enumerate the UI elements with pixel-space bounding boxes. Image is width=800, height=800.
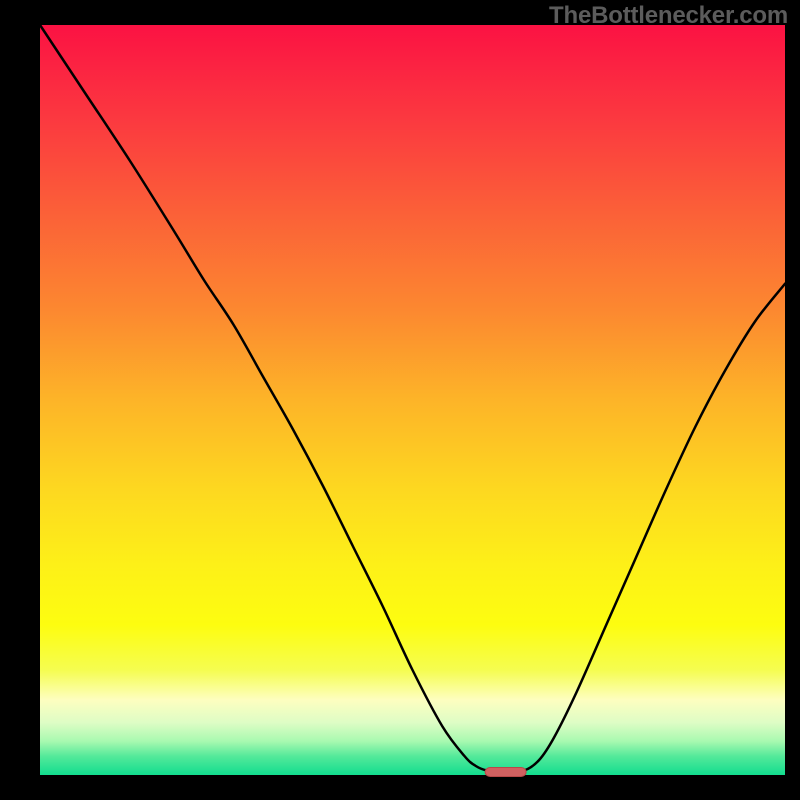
chart-svg (0, 0, 800, 800)
watermark-label: TheBottlenecker.com (549, 2, 788, 30)
bottleneck-chart: TheBottlenecker.com (0, 0, 800, 800)
plot-area (40, 25, 785, 775)
optimal-marker (485, 768, 526, 777)
